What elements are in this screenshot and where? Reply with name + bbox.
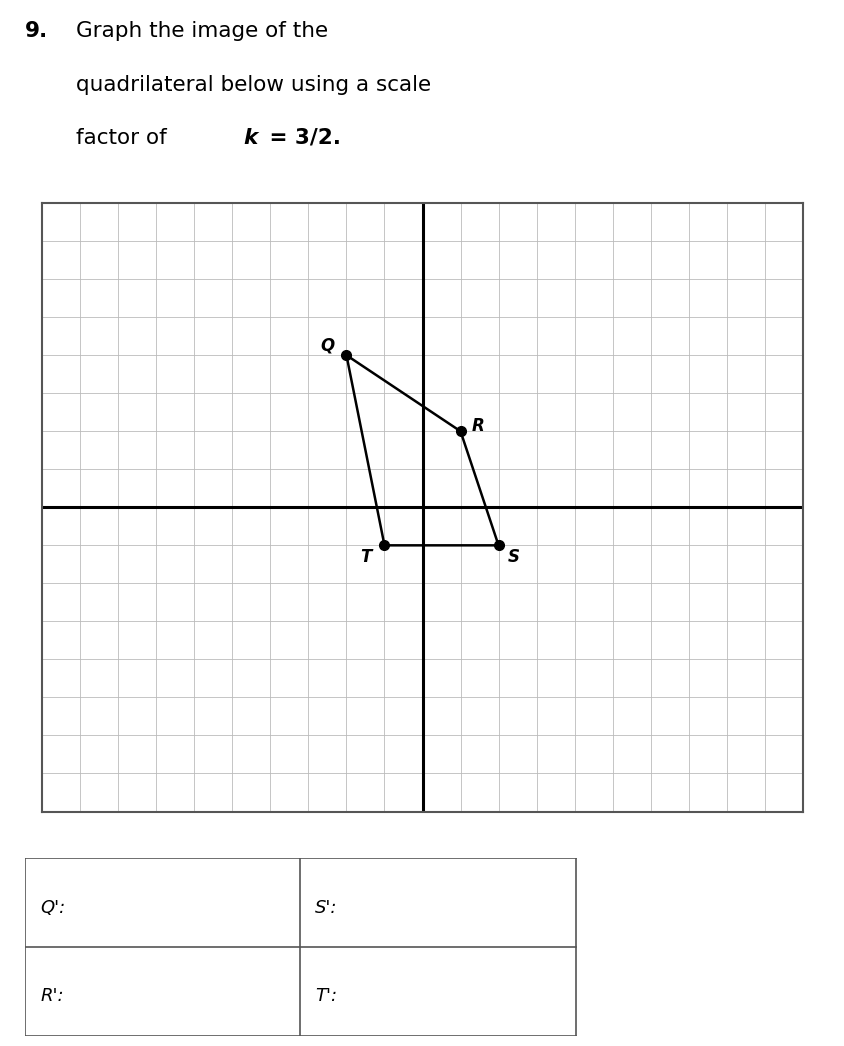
Text: Graph the image of the: Graph the image of the [76, 21, 327, 41]
Text: T: T [360, 548, 371, 566]
Text: = 3/2.: = 3/2. [262, 128, 341, 147]
Text: S':: S': [315, 899, 338, 916]
Text: factor of: factor of [76, 128, 173, 147]
Text: R: R [471, 416, 484, 434]
Text: Q: Q [320, 337, 334, 355]
Text: k: k [243, 128, 257, 147]
Text: quadrilateral below using a scale: quadrilateral below using a scale [76, 75, 430, 95]
Text: 9.: 9. [25, 21, 49, 41]
Text: R':: R': [41, 987, 64, 1005]
Text: T':: T': [315, 987, 337, 1005]
Text: S: S [507, 548, 519, 566]
Text: Q':: Q': [41, 899, 65, 916]
